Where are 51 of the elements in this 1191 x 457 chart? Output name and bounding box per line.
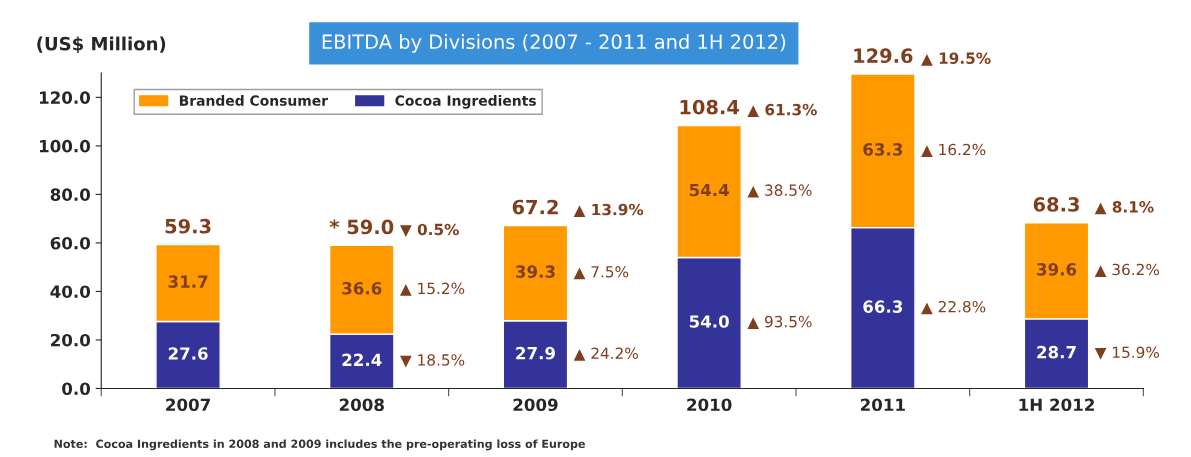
y-tick-label: 100.0 xyxy=(39,139,91,153)
total-label: 67.2 xyxy=(512,199,558,215)
text: Note: Cocoa Ingredients in 2008 and 2009 includes the pre-operating loss of Europe xyxy=(54,439,585,451)
y-axis-title: (US$ Million) xyxy=(37,36,166,53)
data-label: 54.0 xyxy=(689,315,729,328)
data-label: 54.4 xyxy=(689,183,729,197)
data-label: 22.4 xyxy=(342,353,382,366)
y-tick-label: 80.0 xyxy=(50,188,91,201)
x-tick-label: 1H 2012 xyxy=(1019,398,1094,412)
annotation: ▲ 8.1% xyxy=(1094,201,1154,215)
annotation: ▲ 38.5% xyxy=(747,184,812,198)
data-label: 28.7 xyxy=(1037,345,1076,359)
data-label: 31.7 xyxy=(168,275,208,288)
annotation: ▲ 15.2% xyxy=(400,282,465,296)
data-label: 36.6 xyxy=(342,281,382,295)
y-tick-label: 0.0 xyxy=(62,382,91,396)
annotation: ▼ 18.5% xyxy=(400,354,465,368)
annotation: ▲ 36.2% xyxy=(1094,263,1160,277)
annotation: ▲ 7.5% xyxy=(573,265,629,280)
annotation: ▲ 13.9% xyxy=(573,203,644,217)
legend-label: Branded Consumer xyxy=(179,95,328,106)
data-label: 27.6 xyxy=(168,347,208,360)
annotation: ▲ 24.2% xyxy=(573,347,638,361)
x-tick-label: 2010 xyxy=(687,398,732,412)
x-tick-label: 2011 xyxy=(860,398,905,412)
total-label: 108.4 xyxy=(680,99,739,115)
data-label: 39.6 xyxy=(1037,263,1077,276)
x-tick-label: 2008 xyxy=(339,398,384,412)
y-tick-label: 40.0 xyxy=(50,285,91,298)
annotation: ▲ 61.3% xyxy=(747,103,817,118)
data-label: 39.3 xyxy=(516,265,555,278)
annotation: ▲ 16.2% xyxy=(921,143,986,157)
x-tick-label: 2007 xyxy=(166,398,210,412)
y-tick-label: 120.0 xyxy=(39,91,91,104)
annotation: ▲ 93.5% xyxy=(747,315,812,330)
total-label: 129.6 xyxy=(854,48,913,64)
x-tick-label: 2009 xyxy=(513,398,558,412)
data-label: 63.3 xyxy=(863,143,903,156)
total-label: * 59.0 xyxy=(329,219,394,235)
annotation: ▲ 19.5% xyxy=(921,52,991,66)
annotation: ▼ 15.9% xyxy=(1094,346,1160,360)
data-label: 66.3 xyxy=(863,300,903,313)
data-label: 27.9 xyxy=(516,346,555,360)
y-tick-label: 20.0 xyxy=(51,333,91,347)
legend-label: Cocoa Ingredients xyxy=(395,95,536,109)
annotation: ▲ 22.8% xyxy=(921,300,986,315)
total-label: 59.3 xyxy=(165,218,211,234)
annotation: ▼ 0.5% xyxy=(400,223,459,237)
chart-title: EBITDA by Divisions (2007 - 2011 and 1H 2012) xyxy=(322,34,786,53)
total-label: 68.3 xyxy=(1033,197,1079,212)
y-tick-label: 60.0 xyxy=(50,236,91,250)
